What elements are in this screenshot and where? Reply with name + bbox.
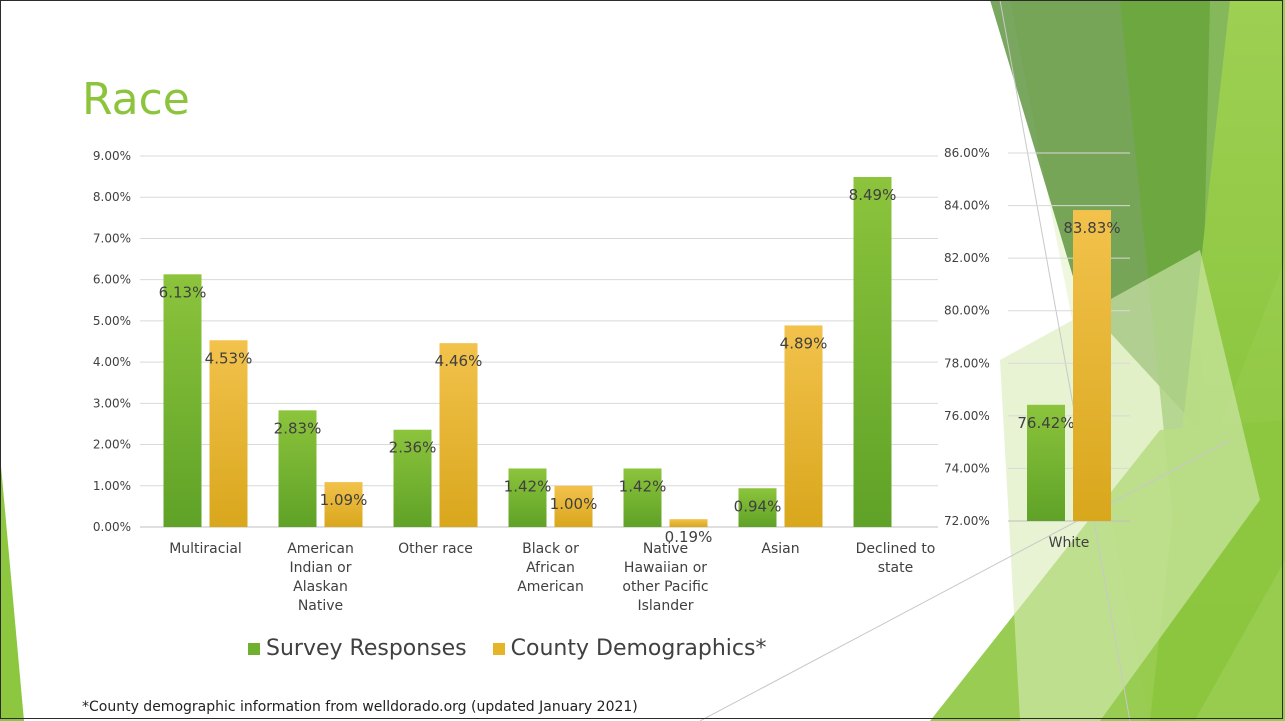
page-title: Race (82, 74, 190, 125)
y-tick-label: 8.00% (93, 190, 131, 204)
data-label-survey: 6.13% (159, 283, 207, 301)
bar-survey (1027, 404, 1065, 521)
category-label: Alaskan (293, 579, 348, 595)
y-tick-label: 84.00% (944, 199, 990, 213)
category-label: White (1049, 535, 1090, 551)
data-label-county: 4.53% (205, 349, 253, 367)
data-label-county: 4.89% (780, 334, 828, 352)
y-tick-label: 76.00% (944, 409, 990, 423)
y-tick-label: 7.00% (93, 231, 131, 245)
legend-swatch-county (492, 642, 505, 655)
legend-label-county: County Demographics* (510, 636, 767, 661)
category-label: Islander (637, 598, 693, 614)
y-tick-label: 2.00% (93, 438, 131, 452)
data-label-county: 4.46% (435, 352, 483, 370)
bar-survey (393, 429, 432, 527)
category-label: African (526, 560, 575, 576)
bar-county (669, 519, 708, 527)
category-label: Indian or (289, 560, 351, 576)
category-label: American (287, 541, 354, 557)
data-label-county: 1.09% (320, 491, 368, 509)
y-tick-label: 6.00% (93, 273, 131, 287)
bar-survey (278, 410, 317, 527)
data-label-survey: 1.42% (619, 477, 667, 495)
legend-label-survey: Survey Responses (266, 636, 467, 661)
category-label: Native (298, 598, 343, 614)
data-label-survey: 1.42% (504, 477, 552, 495)
y-tick-label: 82.00% (944, 251, 990, 265)
legend-item-county: County Demographics* (492, 636, 767, 661)
footnote: *County demographic information from wel… (82, 699, 638, 715)
y-tick-label: 80.00% (944, 304, 990, 318)
decor-line (699, 439, 1231, 721)
legend-item-survey: Survey Responses (248, 636, 467, 661)
y-tick-label: 9.00% (93, 149, 131, 163)
bar-county (784, 325, 823, 527)
bar-county (439, 343, 478, 527)
bar-county (324, 482, 363, 527)
bar-county (209, 340, 248, 527)
data-label-survey: 8.49% (849, 186, 897, 204)
data-label-survey: 2.83% (274, 419, 322, 437)
data-label-survey: 2.36% (389, 439, 437, 457)
category-label: Other race (398, 541, 473, 557)
category-label: Native (643, 541, 688, 557)
y-tick-label: 72.00% (944, 514, 990, 528)
chart-left-panel: 0.00% 1.00% 2.00% 3.00% 4.00% 5.00% 6.00% 7.00%… (93, 149, 938, 614)
decor-facet-pale (1000, 250, 1260, 721)
y-tick-label: 86.00% (944, 146, 990, 160)
category-label: Hawaiian or (624, 560, 707, 576)
y-tick-label: 78.00% (944, 356, 990, 370)
y-tick-label: 0.00% (93, 520, 131, 534)
y-tick-label: 5.00% (93, 314, 131, 328)
decor-left-sliver (0, 455, 24, 721)
legend-swatch-survey (248, 642, 260, 655)
data-label-county: 0.19% (665, 528, 713, 546)
y-tick-label: 3.00% (93, 396, 131, 410)
category-label: Black or (522, 541, 579, 557)
bar-survey (163, 274, 202, 527)
category-label: Declined to (856, 541, 936, 557)
legend: Survey Responses County Demographics* (248, 636, 766, 661)
bar-survey (623, 468, 662, 527)
category-label: other Pacific (622, 579, 708, 595)
bar-survey (508, 468, 547, 527)
bar-county (1073, 210, 1111, 522)
data-label-survey: 76.42% (1017, 414, 1074, 432)
data-label-survey: 0.94% (734, 497, 782, 515)
chart-right-panel: 72.00% 74.00% 76.00% 78.00% 80.00% 82.00% 84.0… (944, 146, 1130, 551)
y-tick-label: 74.00% (944, 461, 990, 475)
data-label-county: 1.00% (550, 495, 598, 513)
bar-survey (738, 488, 777, 527)
category-label: American (517, 579, 584, 595)
data-label-county: 83.83% (1063, 219, 1120, 237)
category-label: state (878, 560, 913, 576)
category-label: Asian (761, 541, 799, 557)
bar-county (554, 485, 593, 527)
category-label: Multiracial (169, 541, 242, 557)
y-tick-label: 4.00% (93, 355, 131, 369)
bar-survey (853, 177, 892, 528)
y-tick-label: 1.00% (93, 479, 131, 493)
decor-line (999, 0, 1131, 721)
